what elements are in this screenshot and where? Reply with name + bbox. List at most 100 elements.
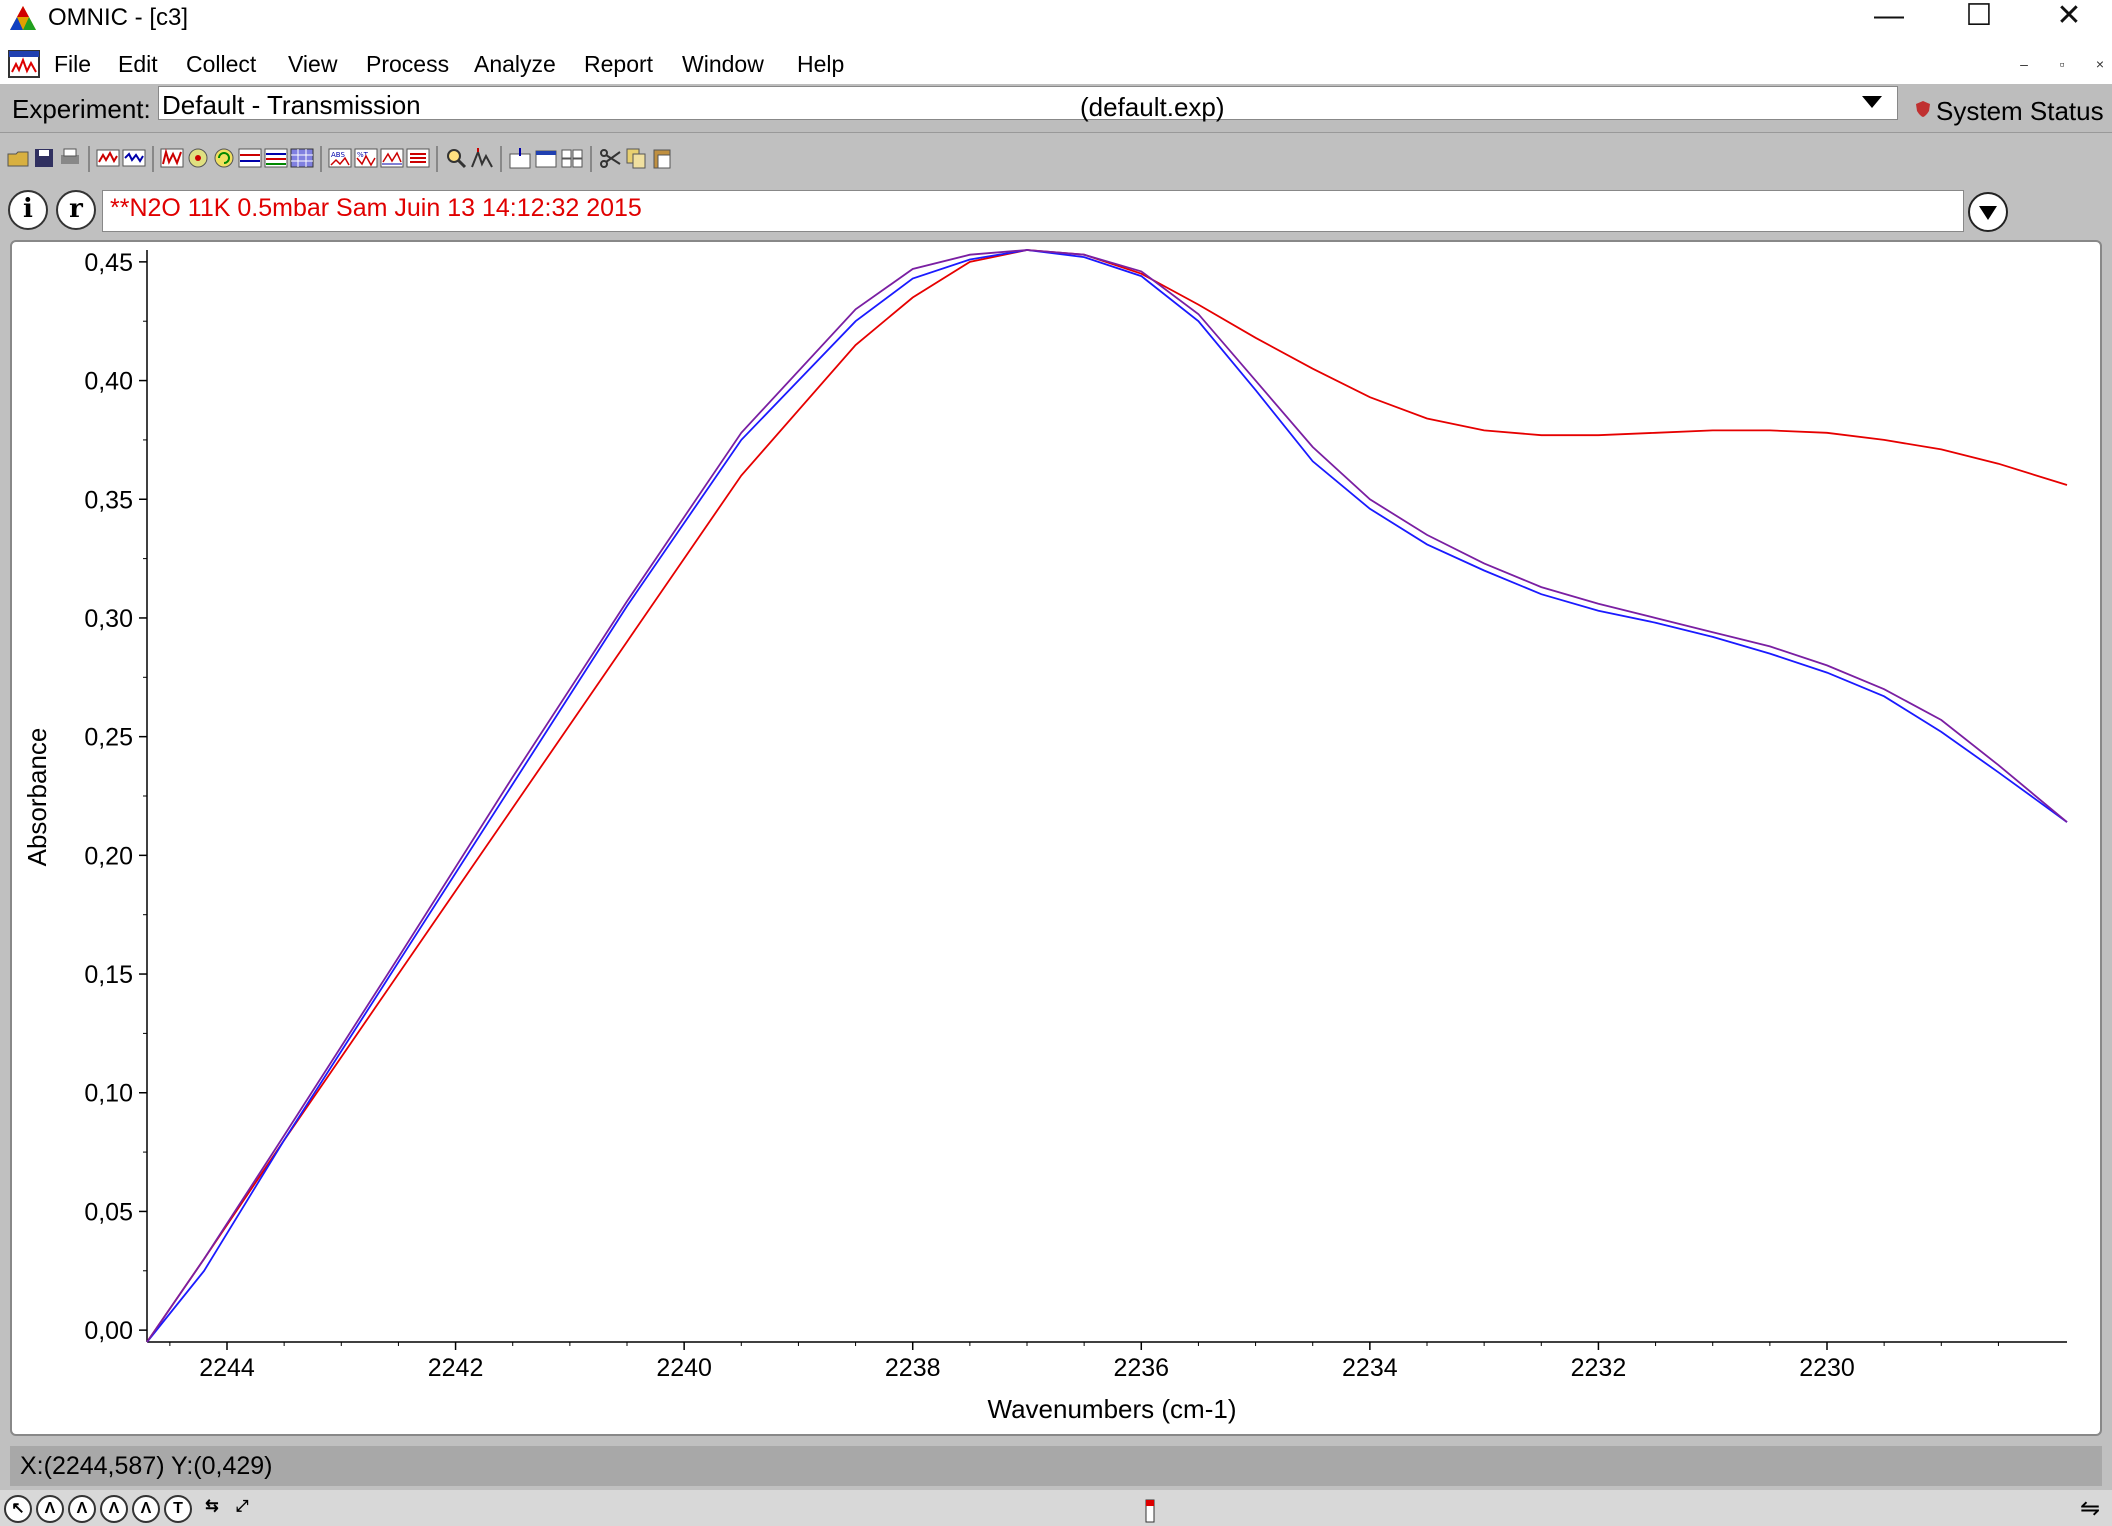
spectrum-plot[interactable]: 0,00 0,05 0,10 0,15 0,20 0,25 0,30 0,35 0,40 0,45… [12,242,2100,1434]
spectrum-title[interactable]: **N2O 11K 0.5mbar Sam Juin 13 14:12:32 2… [110,194,642,222]
menu-report[interactable]: Report [584,51,654,77]
baseline-icon[interactable] [380,146,404,170]
x-tick-label: 2238 [885,1354,941,1382]
system-status-button[interactable]: System Status [1936,96,2104,126]
title-bar: OMNIC - [c3] — ☐ ✕ [0,0,2112,36]
experiment-select[interactable] [158,86,1898,120]
scale-tool-icon[interactable]: ⤢ [235,1498,249,1515]
series-line-purple[interactable] [146,249,2068,1343]
collect-background-icon[interactable] [122,146,146,170]
list-icon[interactable] [406,146,430,170]
mdi-restore-icon[interactable]: ▫ [2059,56,2065,72]
add-window-icon[interactable] [508,146,532,170]
x-tick-label: 2230 [1799,1354,1855,1382]
menu-analyze[interactable]: Analyze [474,51,556,77]
experiment-name[interactable]: Default - Transmission [162,90,421,120]
info-button[interactable]: i [8,190,48,230]
y-tick-label: 0,30 [84,605,133,633]
experiment-file[interactable]: (default.exp) [1080,92,1225,122]
collect-sample-icon[interactable] [96,146,120,170]
tile-windows-icon[interactable] [560,146,584,170]
x-axis-label: Wavenumbers (cm-1) [988,1394,1237,1424]
series-layer [146,249,2068,1343]
overlay-icon[interactable] [238,146,262,170]
menu-edit[interactable]: Edit [118,51,158,77]
chevron-down-icon[interactable] [1862,96,1882,108]
series-line-red[interactable] [146,249,2068,1343]
y-tick-label: 0,45 [84,249,133,277]
bench-icon[interactable] [186,146,210,170]
menu-collect[interactable]: Collect [186,51,257,77]
mdi-close-icon[interactable]: × [2095,56,2105,72]
omnic-logo-icon [10,6,36,30]
toolbar-separator [436,146,438,172]
menu-window[interactable]: Window [682,51,764,77]
close-button[interactable]: ✕ [2056,0,2082,32]
save-icon[interactable] [32,146,56,170]
toolbar-separator [320,146,322,172]
selection-tool-icon[interactable]: ↖ [4,1495,32,1523]
menu-view[interactable]: View [288,51,338,77]
maximize-button[interactable]: ☐ [1965,0,1993,32]
peak-label-icon[interactable] [470,146,494,170]
text-tool-icon[interactable]: T [164,1495,192,1523]
x-tick-label: 2242 [428,1354,484,1382]
stack-icon[interactable] [264,146,288,170]
toolbar-separator [88,146,90,172]
y-axis-label: Absorbance [22,728,52,867]
window-icon[interactable] [534,146,558,170]
spectrum-list-dropdown-icon[interactable] [1968,192,2008,232]
minimize-button[interactable]: — [1874,0,1904,32]
menu-process[interactable]: Process [366,51,450,77]
toolbar-separator [500,146,502,172]
y-tick-label: 0,25 [84,724,133,752]
x-tick-label: 2236 [1113,1354,1169,1382]
scroll-marker-icon[interactable] [1144,1496,1158,1524]
y-tick-label: 0,40 [84,368,133,396]
system-status-shield-icon[interactable] [1914,100,1932,118]
tool-palette [0,1490,2112,1526]
spectrum-window [10,240,2102,1436]
absorbance-icon[interactable]: ABS [328,146,352,170]
report-info-button[interactable]: r [56,190,96,230]
peak-height-tool-icon[interactable]: Λ [68,1495,96,1523]
plot-axes: 0,00 0,05 0,10 0,15 0,20 0,25 0,30 0,35 0,40 0,45… [84,249,2067,1382]
y-tick-label: 0,35 [84,486,133,514]
search-icon[interactable] [444,146,468,170]
svg-text:ABS: ABS [331,151,345,159]
peak-label-tool-icon[interactable]: Λ [132,1495,160,1523]
toolbar [0,140,2112,178]
refresh-icon[interactable] [212,146,236,170]
mdi-minimize-icon[interactable]: – [2020,56,2028,72]
cursor-coordinates: X:(2244,587) Y:(0,429) [20,1452,273,1480]
y-tick-label: 0,00 [84,1317,133,1345]
x-tick-label: 2232 [1571,1354,1627,1382]
grid-icon[interactable] [290,146,314,170]
y-tick-label: 0,10 [84,1080,133,1108]
toolbar-separator [590,146,592,172]
peak-area-tool-icon[interactable]: Λ [100,1495,128,1523]
y-tick-label: 0,20 [84,842,133,870]
experiment-label: Experiment: [12,94,151,124]
menu-help[interactable]: Help [797,51,845,77]
y-tick-label: 0,05 [84,1198,133,1226]
cut-icon[interactable] [598,146,622,170]
x-tick-label: 2234 [1342,1354,1398,1382]
copy-icon[interactable] [624,146,648,170]
move-tool-icon[interactable]: ⇆ [205,1498,219,1515]
x-tick-label: 2244 [199,1354,255,1382]
print-icon[interactable] [58,146,82,170]
expand-palette-icon[interactable]: ⇋ [2080,1495,2101,1522]
spectrum-icon[interactable] [160,146,184,170]
status-bar [10,1446,2102,1486]
window-title: OMNIC - [c3] [48,4,189,31]
open-icon[interactable] [6,146,30,170]
menu-file[interactable]: File [54,51,92,77]
transmittance-icon[interactable]: %T [354,146,378,170]
region-tool-icon[interactable]: Λ [36,1495,64,1523]
series-line-blue[interactable] [146,249,2068,1343]
toolbar-separator [152,146,154,172]
spectrum-title-box[interactable] [102,190,1964,232]
document-spectrum-icon[interactable] [8,50,40,78]
paste-icon[interactable] [650,146,674,170]
